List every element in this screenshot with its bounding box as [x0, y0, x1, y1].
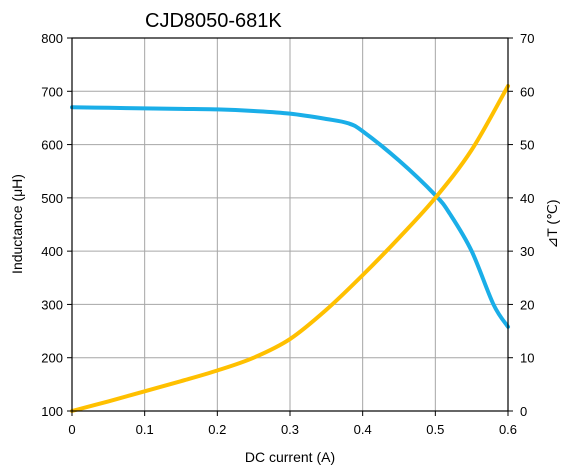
x-tick-label: 0.6 — [499, 422, 517, 437]
inductance-line — [70, 105, 510, 329]
series-layer — [70, 83, 510, 413]
y-left-tick-label: 700 — [41, 84, 63, 99]
x-tick-label: 0.2 — [208, 422, 226, 437]
y-left-tick-labels: 100 200 300 400 500 600 700 800 — [41, 31, 72, 419]
y-right-tick-label: 60 — [520, 84, 534, 99]
y-left-tick-label: 200 — [41, 351, 63, 366]
y-right-tick-label: 50 — [520, 138, 534, 153]
y-right-tick-label: 40 — [520, 191, 534, 206]
y-right-axis-title: ⊿T (℃) — [544, 200, 560, 249]
x-tick-label: 0 — [68, 422, 75, 437]
x-tick-label: 0.5 — [426, 422, 444, 437]
chart-title: CJD8050-681K — [145, 10, 282, 32]
x-tick-label: 0.4 — [354, 422, 372, 437]
y-left-tick-label: 800 — [41, 31, 63, 46]
x-tick-labels: 0 0.1 0.2 0.3 0.4 0.5 0.6 — [68, 411, 517, 437]
y-left-axis-title: Inductance (μH) — [9, 174, 25, 274]
y-right-tick-label: 0 — [520, 404, 527, 419]
x-axis-title: DC current (A) — [245, 449, 335, 465]
y-right-tick-label: 30 — [520, 244, 534, 259]
x-tick-label: 0.3 — [281, 422, 299, 437]
y-left-tick-label: 400 — [41, 244, 63, 259]
temperature-rise-line — [70, 83, 510, 413]
y-left-tick-label: 100 — [41, 404, 63, 419]
y-right-tick-label: 20 — [520, 297, 534, 312]
x-tick-label: 0.1 — [136, 422, 154, 437]
y-left-tick-label: 600 — [41, 138, 63, 153]
y-left-tick-label: 500 — [41, 191, 63, 206]
y-right-tick-label: 10 — [520, 351, 534, 366]
grid — [72, 38, 508, 411]
y-left-tick-label: 300 — [41, 297, 63, 312]
y-right-tick-labels: 0 10 20 30 40 50 60 70 — [508, 31, 534, 419]
y-right-tick-label: 70 — [520, 31, 534, 46]
